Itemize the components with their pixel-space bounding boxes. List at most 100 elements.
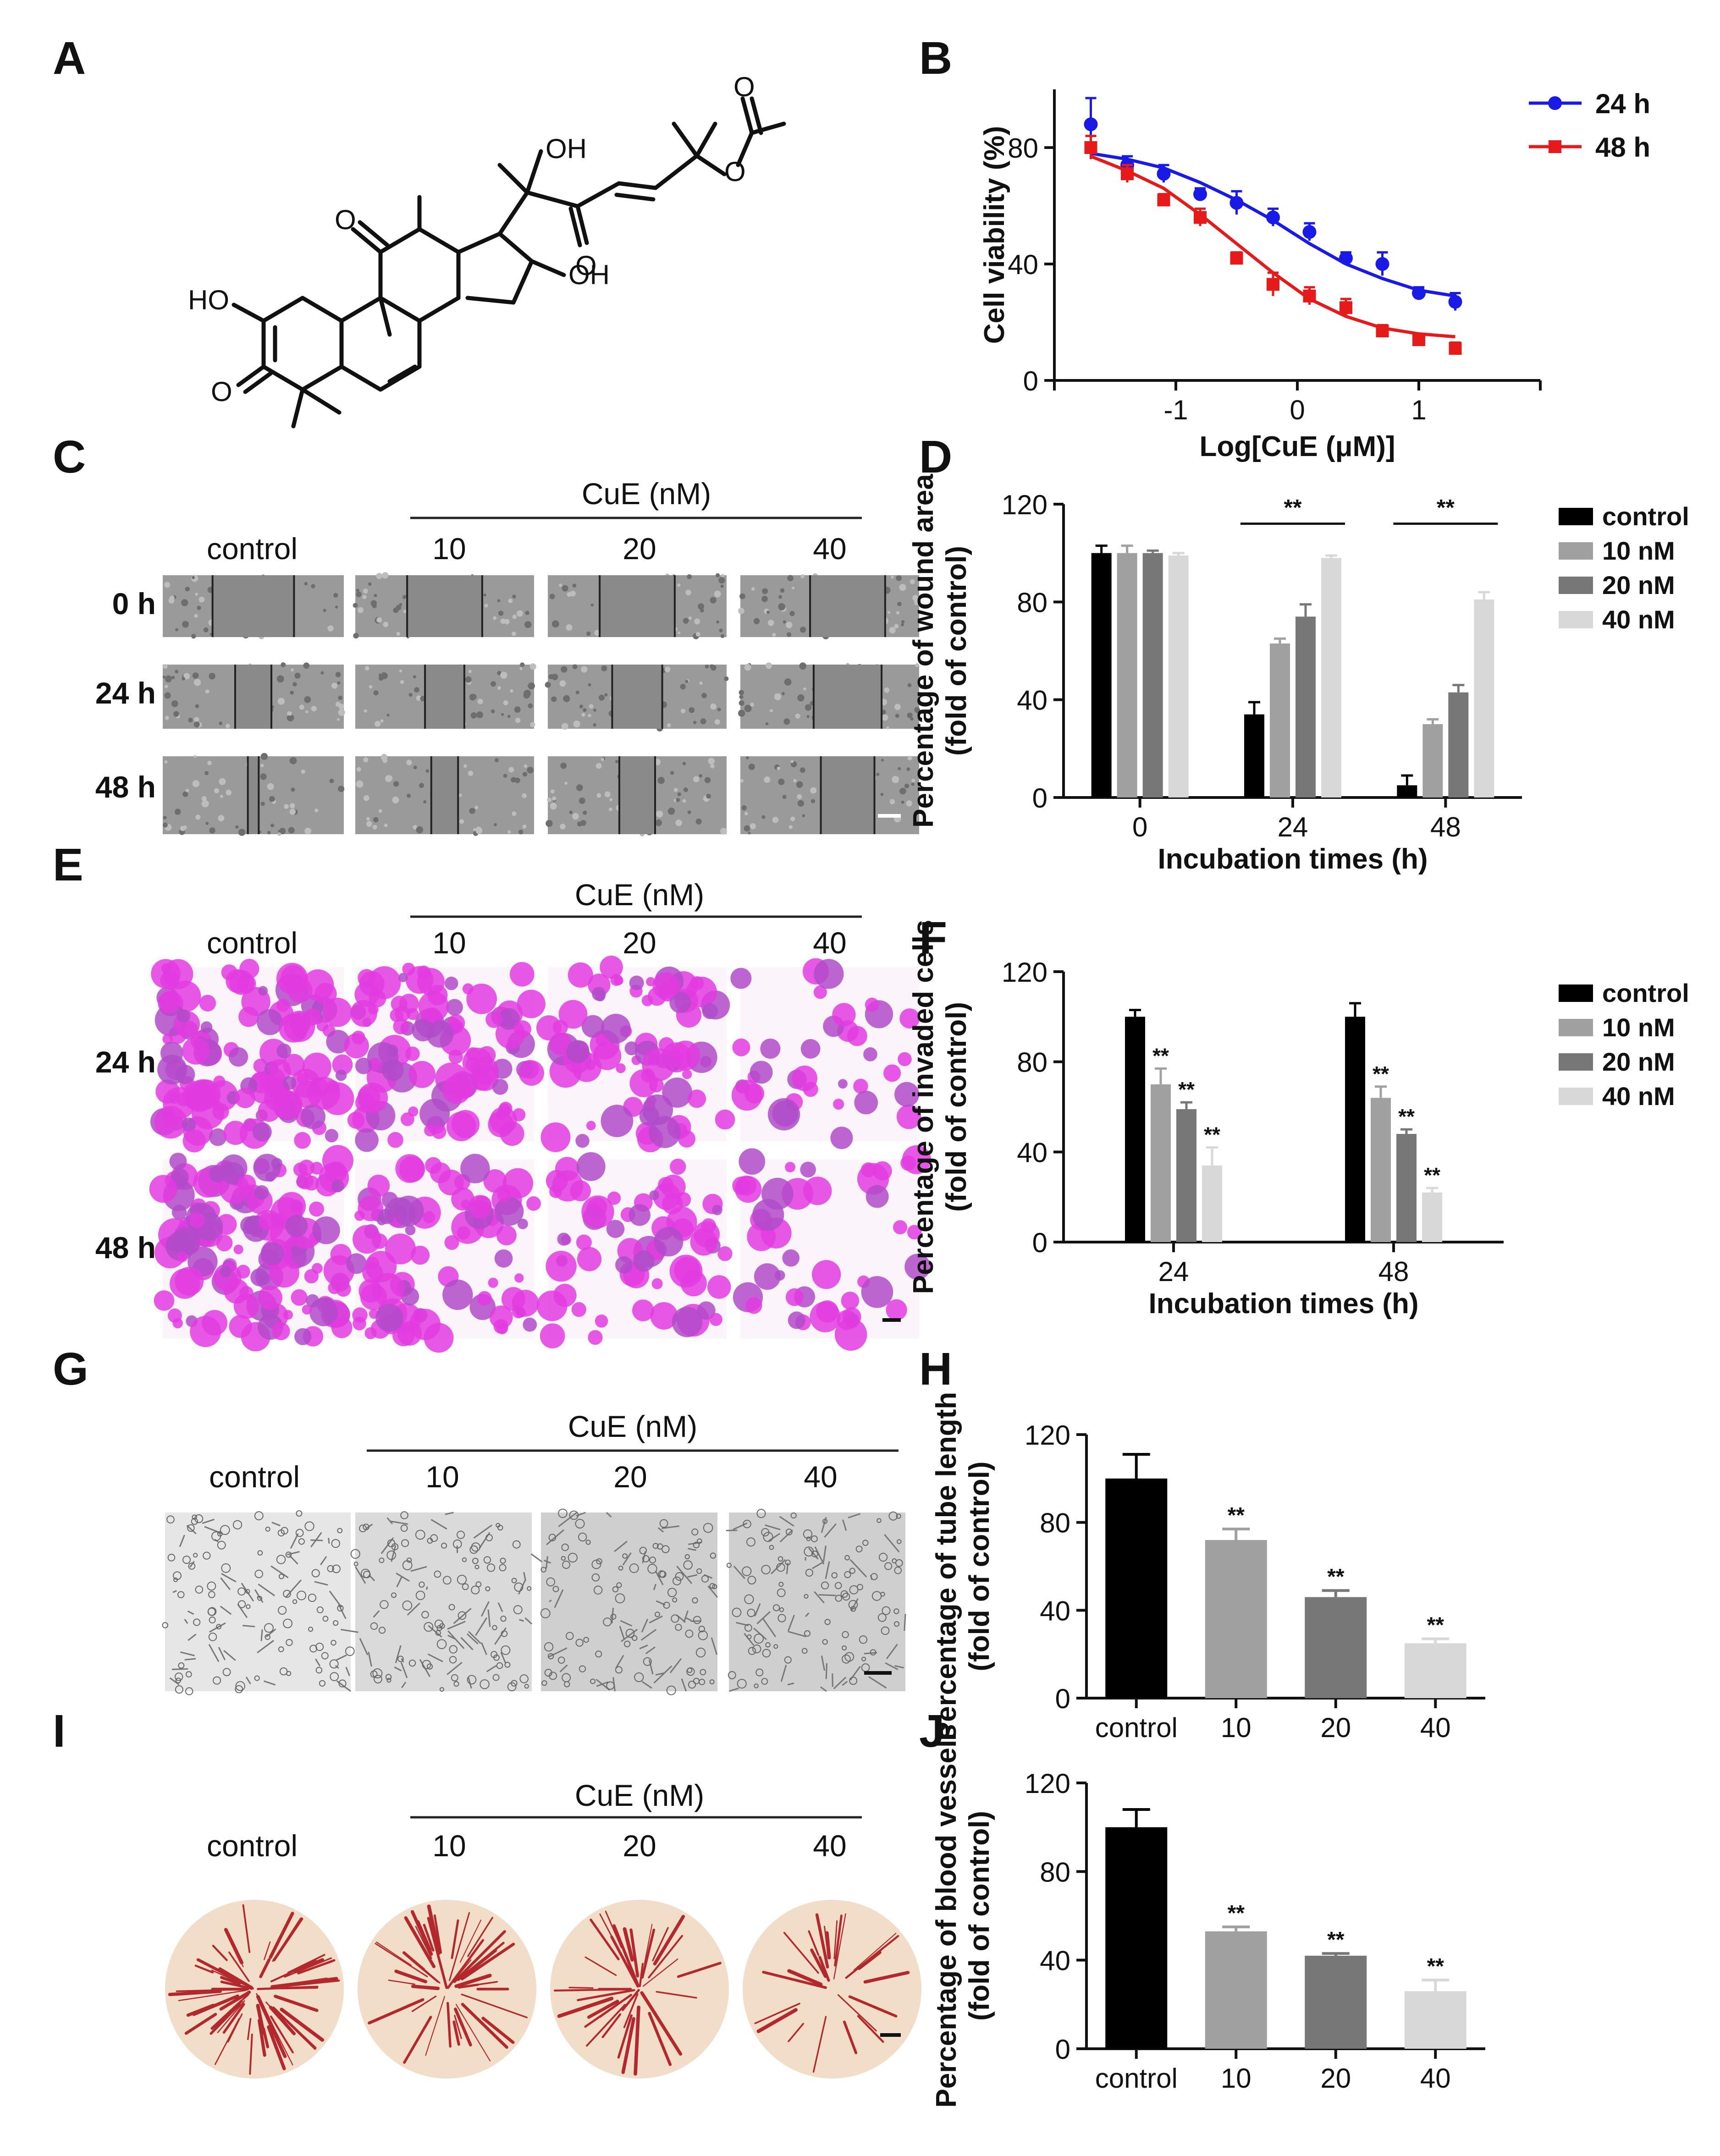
invaded-cell [194, 1212, 223, 1241]
cell-speck [473, 828, 477, 831]
cell-speck [644, 670, 650, 676]
tube-segment [257, 1639, 275, 1654]
invaded-cell [680, 1270, 707, 1297]
cell-speck [819, 630, 826, 636]
cell-speck [165, 675, 172, 682]
tube-cell [370, 1622, 378, 1630]
cell-speck [182, 621, 189, 628]
blood-vessel [275, 2030, 293, 2066]
cell-speck [530, 722, 535, 727]
tube-cell [658, 1570, 666, 1578]
cell-speck [209, 673, 215, 680]
y-axis-label-line: (fold of control) [941, 1002, 972, 1212]
cell-speck [182, 677, 185, 681]
cell-speck [243, 626, 248, 632]
tube-segment [612, 1677, 616, 1692]
wound-tile-1-1 [355, 662, 536, 729]
blood-vessel [863, 1971, 910, 1984]
tube-cell [610, 1613, 617, 1620]
invaded-cell [282, 1076, 297, 1090]
cell-speck [336, 718, 340, 721]
invaded-cell [669, 991, 691, 1013]
tube-cell [182, 1556, 191, 1564]
legend-label: 24 h [1595, 88, 1650, 119]
invasion-tile-bg [355, 967, 534, 1141]
invaded-cell [368, 1058, 382, 1072]
invaded-cell [492, 1078, 508, 1095]
cell-speck [688, 616, 692, 620]
invaded-cell [398, 973, 408, 982]
cell-speck [790, 816, 795, 821]
invaded-cell [518, 1060, 544, 1086]
tube-cell [790, 1512, 797, 1519]
panel-label-d: D [919, 431, 953, 483]
invaded-cell [571, 1040, 589, 1058]
cell-speck [396, 632, 400, 636]
cell-speck [567, 592, 572, 597]
invaded-cell [448, 1050, 463, 1064]
tube-cell [345, 1646, 355, 1656]
cell-speck [866, 615, 869, 619]
tube-segment [186, 1525, 197, 1534]
cell-speck [260, 773, 267, 780]
cell-speck [897, 601, 902, 606]
tube-segment [336, 1654, 347, 1661]
cell-speck [617, 774, 623, 780]
cell-speck [551, 673, 558, 681]
g-group-20: 20 [613, 1460, 647, 1494]
cell-speck [399, 669, 402, 673]
invaded-cell [226, 969, 250, 993]
invaded-cell [431, 1124, 447, 1139]
tube-cell [842, 1654, 851, 1664]
tube-tile-bg [729, 1512, 905, 1691]
invaded-cell [362, 1018, 372, 1027]
c-row-24h: 24 h [95, 676, 156, 710]
cell-speck [868, 578, 874, 585]
tube-segment [180, 1651, 195, 1656]
cell-speck [620, 817, 625, 822]
cell-speck [560, 824, 566, 830]
tube-cell [415, 1529, 425, 1540]
cell-speck [552, 796, 557, 801]
cell-speck [581, 713, 585, 717]
invaded-cell [841, 1292, 860, 1310]
panel-label-f: F [919, 913, 948, 964]
cell-speck [527, 766, 534, 774]
tube-segment [549, 1600, 552, 1602]
tube-cell [831, 1572, 838, 1578]
tube-segment [825, 1561, 830, 1579]
cell-speck [250, 599, 257, 606]
cell-speck [503, 700, 508, 705]
blood-vessel [461, 2002, 508, 2049]
tube-cell [208, 1633, 217, 1641]
cell-speck [786, 622, 793, 628]
cell-speck [237, 685, 241, 689]
invaded-cell [258, 1285, 282, 1310]
wound-tile-2-1 [355, 754, 534, 836]
y-tick-label: 80 [1040, 1857, 1070, 1887]
cell-speck [248, 599, 251, 603]
i-cue-header: CuE (nM) [575, 1778, 704, 1812]
invaded-cell [389, 1212, 404, 1227]
tube-segment [524, 1617, 533, 1625]
tube-segment [518, 1580, 526, 1595]
data-point [1339, 251, 1353, 265]
blood-vessel [222, 2003, 245, 2034]
invaded-cell [595, 1034, 608, 1047]
cell-speck [639, 831, 645, 837]
blood-vessel [629, 1928, 639, 1978]
cell-speck [378, 673, 382, 677]
tube-cell [286, 1671, 292, 1676]
tube-segment [475, 1617, 488, 1636]
tube-segment [354, 1566, 366, 1584]
invaded-cell [861, 1162, 876, 1177]
tube-segment [649, 1615, 663, 1624]
invaded-cell [332, 1054, 353, 1075]
invaded-cell [814, 959, 844, 989]
invaded-cell [752, 1199, 784, 1231]
tube-cell [397, 1656, 404, 1662]
invaded-cell [182, 1214, 206, 1238]
cell-speck [761, 595, 768, 602]
invaded-cell [189, 1212, 205, 1228]
